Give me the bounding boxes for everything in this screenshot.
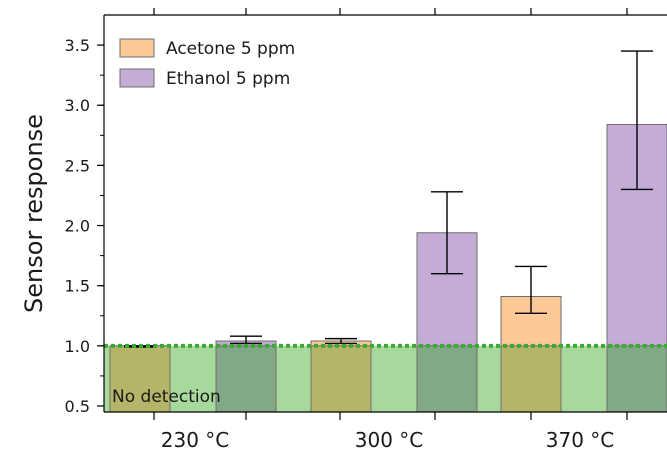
bar-zone-overlay-1-0 [215, 345, 277, 413]
no-detection-band [104, 345, 667, 412]
legend-label-acetone: Acetone 5 ppm [166, 39, 295, 59]
x-tick-label: 300 °C [355, 428, 424, 452]
y-tick-label: 0.5 [65, 397, 90, 416]
x-tick-labels: 230 °C 300 °C 370 °C [161, 428, 615, 452]
no-detection-zone [104, 345, 667, 412]
legend-swatch-ethanol [119, 68, 155, 88]
bar-zone-overlay-1-1 [416, 345, 478, 413]
error-bars [124, 50, 653, 348]
legend-swatch-acetone [119, 38, 155, 58]
axes [97, 8, 667, 420]
y-tick-label: 3.5 [65, 36, 90, 55]
legend-label-ethanol: Ethanol 5 ppm [166, 69, 290, 89]
y-tick-label: 2.5 [65, 156, 90, 175]
plot-area: No detection [104, 50, 667, 413]
bar-zone-overlay-0-1 [310, 345, 372, 413]
y-tick-labels: 0.5 1.0 1.5 2.0 2.5 3.0 3.5 [65, 36, 90, 416]
no-detection-label: No detection [112, 387, 221, 407]
y-tick-label: 1.0 [65, 337, 90, 356]
legend: Acetone 5 ppm Ethanol 5 ppm [119, 38, 295, 89]
bar-zone-overlay-1-2 [606, 345, 667, 413]
y-axis-label: Sensor response [20, 114, 48, 313]
x-tick-label: 370 °C [546, 428, 615, 452]
x-tick-label: 230 °C [161, 428, 230, 452]
y-tick-label: 3.0 [65, 96, 90, 115]
y-tick-label: 2.0 [65, 217, 90, 236]
y-tick-label: 1.5 [65, 277, 90, 296]
bar-zone-overlay-0-2 [500, 345, 562, 413]
